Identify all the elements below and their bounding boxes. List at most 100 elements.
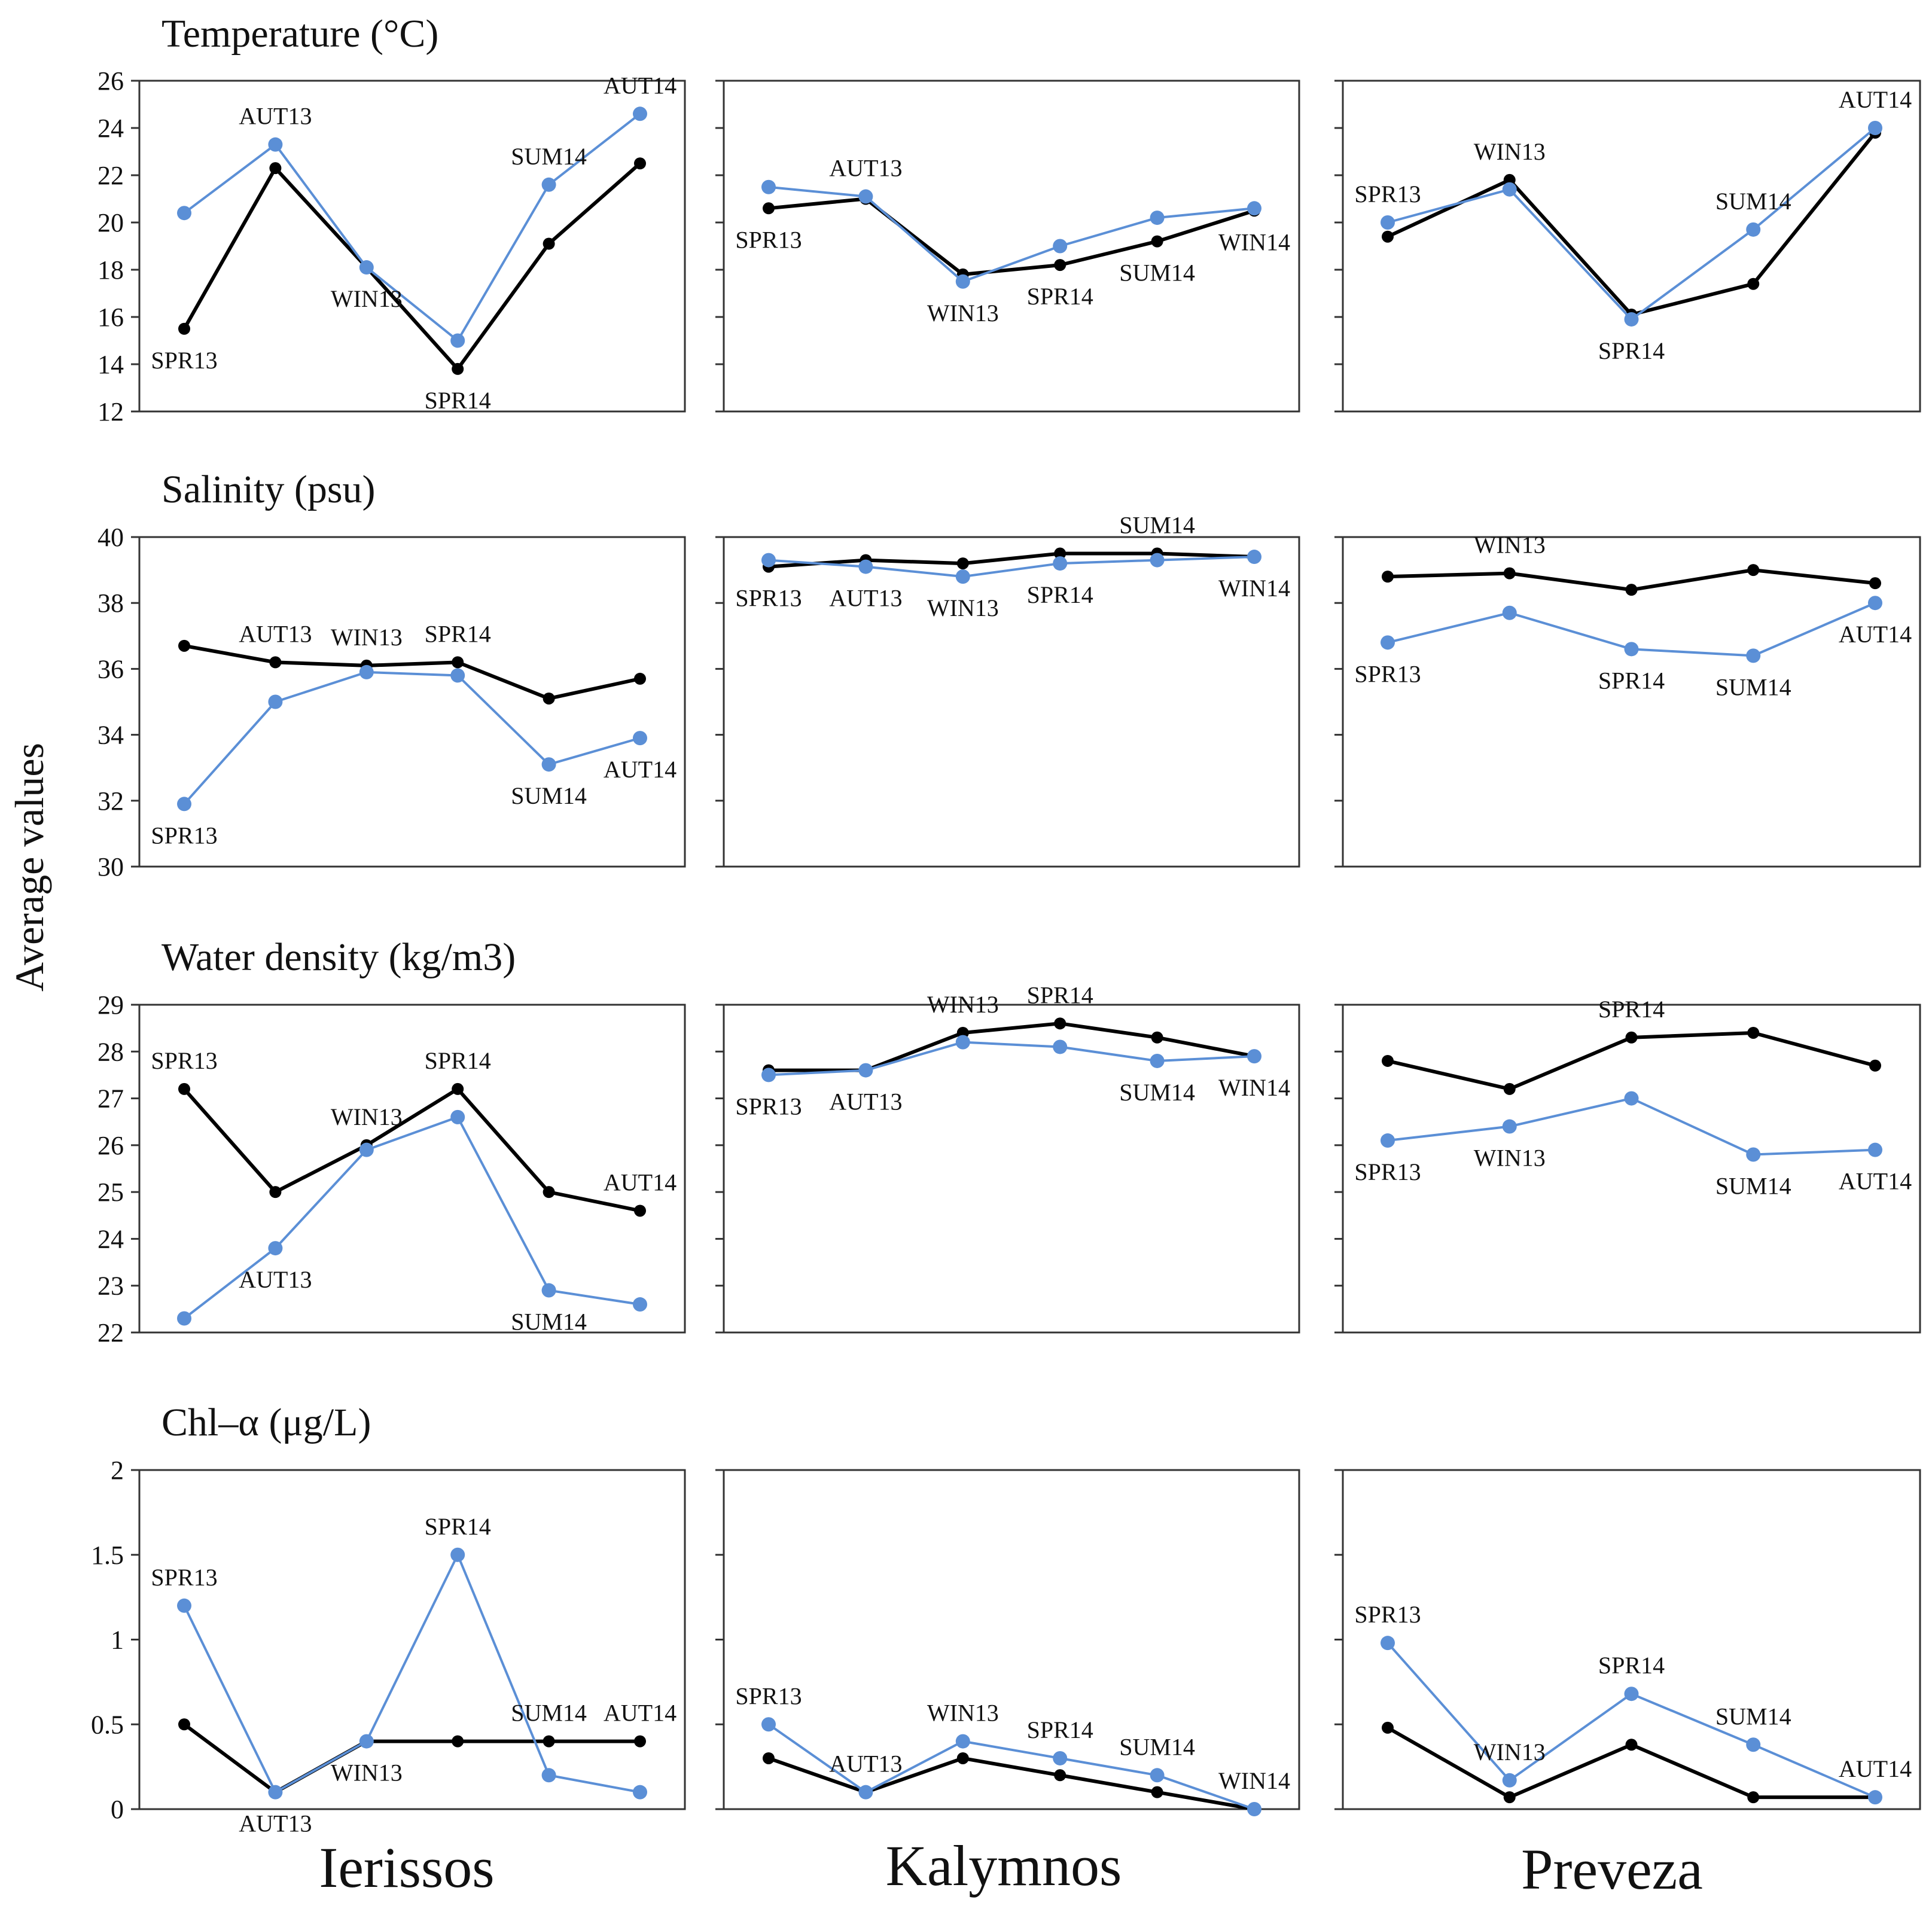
data-point-surface bbox=[359, 1142, 374, 1157]
point-label: SPR14 bbox=[425, 1047, 491, 1074]
data-point-surface bbox=[633, 106, 647, 121]
y-tick-label: 34 bbox=[97, 721, 124, 750]
panel-r2c0: Water density (kg/m3) 22 23 24 25 26 27 28 29 SPR… bbox=[97, 935, 686, 1347]
point-label: AUT13 bbox=[239, 103, 312, 130]
data-point-surface bbox=[1502, 1119, 1517, 1134]
data-point-surface bbox=[177, 206, 191, 221]
point-label: SUM14 bbox=[1715, 1173, 1791, 1200]
data-point-bottom bbox=[1747, 278, 1760, 290]
data-point-bottom bbox=[178, 1082, 190, 1095]
y-tick-label: 22 bbox=[97, 1318, 124, 1347]
series-line-surface bbox=[768, 556, 1255, 578]
y-tick-label: 26 bbox=[97, 1131, 124, 1160]
site-label-kalymnos: Kalymnos bbox=[886, 1834, 1122, 1898]
data-point-surface bbox=[268, 1785, 283, 1800]
y-axis-label: Average values bbox=[7, 743, 52, 992]
y-tick-label: 27 bbox=[97, 1084, 124, 1114]
point-label: SPR13 bbox=[735, 226, 802, 253]
row-title: Salinity (psu) bbox=[161, 468, 376, 511]
point-label: SPR13 bbox=[735, 585, 802, 612]
point-label: SPR13 bbox=[151, 822, 217, 849]
panel-r1c1: SPR13 AUT13 WIN13 SPR14 SUM14 WIN14 bbox=[715, 512, 1300, 868]
point-label: WIN13 bbox=[1474, 1145, 1546, 1172]
data-point-bottom bbox=[1054, 1017, 1066, 1030]
data-point-surface bbox=[1624, 1687, 1639, 1701]
data-point-surface bbox=[1868, 1790, 1882, 1805]
data-point-surface bbox=[1868, 596, 1882, 611]
data-point-bottom bbox=[1625, 584, 1638, 596]
data-point-surface bbox=[450, 668, 465, 683]
series-line-surface bbox=[1387, 1097, 1876, 1156]
point-label: WIN13 bbox=[927, 300, 999, 327]
panel-r0c0: Temperature (°C) 12 14 16 18 20 22 24 26 SPR13 AUT… bbox=[97, 12, 686, 426]
point-label: AUT14 bbox=[604, 72, 676, 99]
data-point-surface bbox=[359, 1734, 374, 1749]
point-label: AUT14 bbox=[1839, 621, 1912, 648]
data-point-surface bbox=[955, 1035, 970, 1050]
point-label: SPR13 bbox=[151, 347, 217, 374]
series-line-bottom bbox=[768, 551, 1255, 569]
point-label: SPR13 bbox=[151, 1564, 217, 1591]
panel-r2c2: SPR13 WIN13 SPR14 SUM14 AUT14 bbox=[1334, 996, 1921, 1334]
y-tick-label: 16 bbox=[97, 303, 124, 332]
y-tick-label: 2 bbox=[111, 1456, 124, 1485]
plot-frame bbox=[723, 80, 1300, 413]
point-label: WIN13 bbox=[1474, 532, 1546, 559]
point-label: AUT13 bbox=[829, 1751, 902, 1777]
data-point-bottom bbox=[1151, 1786, 1163, 1798]
data-point-bottom bbox=[763, 1752, 775, 1764]
plot-frame bbox=[723, 1004, 1300, 1334]
series-line-surface bbox=[183, 670, 641, 805]
data-point-bottom bbox=[543, 1735, 555, 1748]
point-label: WIN14 bbox=[1218, 228, 1290, 255]
data-point-surface bbox=[1150, 211, 1165, 225]
data-point-bottom bbox=[452, 656, 464, 669]
data-point-surface bbox=[1746, 648, 1761, 663]
series-line-bottom bbox=[183, 1722, 640, 1795]
point-label: WIN13 bbox=[1474, 1739, 1546, 1765]
series-line-bottom bbox=[182, 1087, 641, 1213]
data-point-surface bbox=[761, 1068, 776, 1082]
panel-r0c1: SPR13 AUT13 WIN13 SPR14 SUM14 WIN14 bbox=[715, 80, 1300, 413]
panel-r3c0: Chl–α (μg/L) 0 0.5 1 1.5 2 SPR13 AUT13 WIN13 SPR1… bbox=[91, 1401, 686, 1837]
point-label: SPR13 bbox=[1354, 1601, 1421, 1628]
data-point-bottom bbox=[956, 1752, 969, 1764]
data-point-bottom bbox=[1625, 1031, 1638, 1044]
point-label: SPR14 bbox=[1027, 283, 1093, 310]
data-point-surface bbox=[1502, 605, 1517, 620]
data-point-bottom bbox=[1054, 1769, 1066, 1782]
data-point-surface bbox=[1053, 556, 1068, 571]
data-point-surface bbox=[359, 664, 374, 679]
series-line-surface bbox=[768, 185, 1255, 283]
data-point-surface bbox=[1502, 1773, 1517, 1788]
data-point-surface bbox=[1381, 635, 1395, 650]
point-label: AUT13 bbox=[829, 1088, 902, 1115]
row-title: Temperature (°C) bbox=[161, 12, 438, 56]
point-label: WIN13 bbox=[927, 594, 999, 621]
plot-frame bbox=[138, 536, 686, 868]
data-point-surface bbox=[268, 137, 283, 152]
data-point-bottom bbox=[1869, 577, 1881, 590]
data-point-surface bbox=[955, 1734, 970, 1749]
point-label: AUT13 bbox=[829, 585, 902, 612]
plot-frame bbox=[138, 80, 686, 413]
data-point-surface bbox=[359, 260, 374, 275]
point-label: SPR13 bbox=[735, 1093, 802, 1120]
point-label: SPR14 bbox=[425, 387, 491, 414]
data-point-surface bbox=[761, 1717, 776, 1732]
point-label: SPR14 bbox=[1598, 337, 1665, 364]
data-point-bottom bbox=[634, 157, 646, 170]
series-line-bottom bbox=[182, 161, 641, 372]
data-point-bottom bbox=[452, 1735, 464, 1748]
panel-r3c1: SPR13 AUT13 WIN13 SPR14 SUM14 WIN14 bbox=[715, 1469, 1300, 1816]
y-tick-label: 36 bbox=[97, 654, 124, 684]
data-point-surface bbox=[1150, 553, 1165, 568]
data-point-surface bbox=[450, 333, 465, 348]
point-label: WIN13 bbox=[331, 1103, 403, 1130]
point-label: SPR13 bbox=[1354, 181, 1421, 208]
data-point-surface bbox=[1247, 1049, 1261, 1064]
y-tick-label: 18 bbox=[97, 255, 124, 285]
point-label: WIN13 bbox=[1474, 138, 1546, 165]
data-point-surface bbox=[858, 559, 873, 574]
point-label: WIN13 bbox=[331, 624, 403, 651]
